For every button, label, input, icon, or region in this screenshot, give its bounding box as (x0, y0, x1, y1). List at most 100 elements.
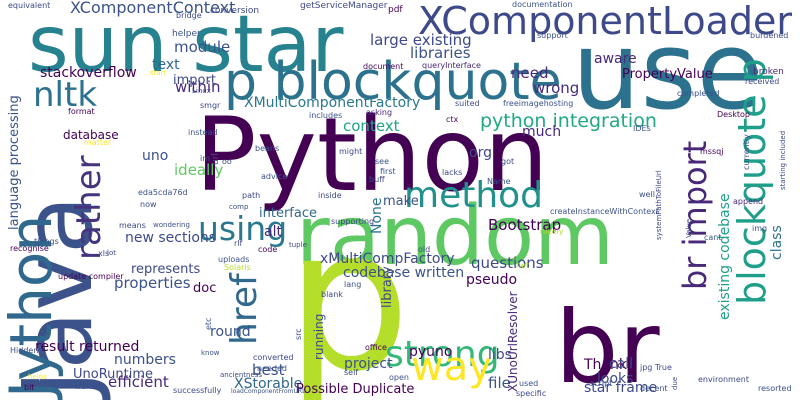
word: python integration (480, 112, 657, 131)
word: comp (229, 204, 248, 211)
word: well (639, 191, 655, 199)
word: img (752, 225, 767, 233)
word: starting included (780, 131, 787, 190)
word: IDEs (633, 125, 651, 133)
word: things (34, 238, 59, 246)
word: br import (679, 141, 711, 290)
word: alt (264, 225, 282, 239)
word: conversion (210, 7, 259, 16)
word: currently (743, 134, 751, 170)
word: self (344, 369, 358, 377)
word: context (343, 119, 400, 134)
word: org (469, 146, 492, 160)
word: getServiceManager (300, 2, 388, 11)
word: used (519, 380, 538, 388)
word: mssqj (700, 148, 723, 156)
word: nicely (540, 228, 564, 236)
word: make (383, 195, 419, 208)
word: pyuno (409, 345, 452, 359)
word: eda5cda76d (138, 189, 188, 197)
word: method (404, 178, 543, 214)
word: doc (193, 282, 216, 295)
word: lot (107, 250, 116, 257)
word: module (174, 40, 230, 55)
word: blockquote p (733, 58, 771, 305)
word: broken (753, 68, 784, 77)
word: cant (704, 234, 722, 242)
word: Name (487, 178, 511, 186)
word: office (365, 344, 387, 352)
word: jpg True (640, 364, 672, 372)
word: advice (261, 173, 287, 181)
word: wrong (533, 81, 579, 96)
word: call (609, 357, 633, 371)
word: update compiler (58, 273, 124, 281)
word: libraries (410, 46, 471, 61)
word: buff (369, 176, 385, 184)
word: existing codebase (718, 193, 732, 320)
word: PropertyValue (622, 68, 713, 81)
word: wondering (153, 222, 190, 229)
word: code (258, 246, 277, 254)
word: efficient (108, 375, 169, 390)
word: ancientness (220, 372, 262, 379)
word: numbers (114, 353, 176, 367)
word: xMultiCompFactory (320, 252, 455, 266)
word: matter (84, 139, 111, 147)
word: bit (24, 384, 34, 392)
word: instead (188, 129, 218, 137)
word: net (516, 262, 529, 270)
word: class (770, 225, 784, 260)
word: Possible Duplicate (296, 383, 414, 396)
word: round (210, 325, 251, 339)
word: environment (698, 376, 749, 384)
word: specific (516, 390, 546, 398)
word: tuple (289, 242, 307, 249)
word: library (381, 266, 394, 308)
word: bridge (176, 12, 202, 20)
word: Desktop (717, 111, 750, 119)
word: stackoverflow (40, 66, 137, 80)
word: None (370, 197, 384, 234)
word: blank (321, 291, 343, 299)
word: received (745, 78, 779, 86)
word: lang (344, 281, 361, 289)
word: codebase written (343, 266, 464, 280)
word: im (200, 155, 210, 163)
word: due (672, 377, 679, 390)
word: suited (455, 100, 480, 108)
word: means (119, 222, 146, 230)
word: resorted (758, 385, 792, 393)
word: loadComponentFromURL (231, 389, 305, 395)
word: pdf (388, 6, 403, 15)
word: interface (259, 207, 317, 220)
word: running (313, 314, 325, 360)
word: aware (594, 52, 637, 66)
word: Solaris (224, 264, 251, 272)
word: ctx (446, 116, 458, 124)
word: rather (72, 155, 106, 260)
word: old (418, 246, 430, 254)
word: recognise (10, 245, 49, 253)
word: Value (686, 219, 693, 238)
word: XUnoUrlResolver (507, 291, 519, 392)
word: document (363, 63, 403, 71)
word: lacks (442, 169, 462, 177)
word: properties (114, 276, 191, 291)
word: freeimagehosting (503, 100, 573, 108)
word: successfully (173, 387, 221, 395)
word: pseudo (466, 273, 517, 287)
word: documentation (512, 1, 573, 9)
word: Hidden (10, 347, 38, 355)
word: url (212, 153, 221, 165)
word: XComponentLoader (418, 2, 792, 40)
word: XMultiComponentFactory (244, 96, 420, 110)
word: etc (205, 318, 213, 330)
word: decent (640, 385, 668, 393)
word: inside (318, 192, 342, 200)
word: might (339, 148, 362, 156)
word: helper (172, 30, 201, 39)
word: src (295, 328, 303, 340)
word: now (140, 201, 157, 209)
word: converted (253, 354, 293, 362)
